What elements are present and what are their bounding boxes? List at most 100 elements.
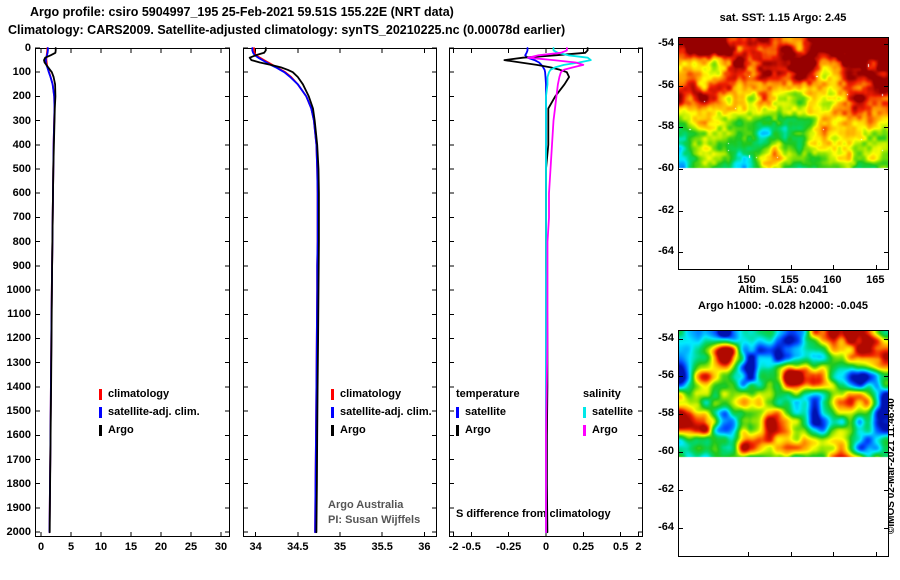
lat-tick-label: -58 — [658, 120, 674, 133]
x-tick-label: 0 — [542, 541, 550, 553]
climatology-line-icon — [331, 388, 334, 400]
lat-tick-label: -58 — [658, 407, 674, 420]
argo-line-icon — [99, 424, 102, 436]
axis-tick — [884, 489, 888, 491]
lat-tick-label: -56 — [658, 369, 674, 382]
legend-temperature-panel: climatology satellite-adj. clim. Argo — [99, 385, 200, 439]
series-argo-s-diff — [527, 47, 585, 534]
depth-tick-label: 100 — [12, 66, 31, 79]
argo-s-line-icon — [583, 424, 586, 436]
depth-tick-label: 1600 — [6, 429, 31, 442]
axis-tick — [790, 265, 792, 269]
satellite-s-line-icon — [583, 406, 586, 418]
series-climatology — [253, 47, 319, 534]
legend-item-satellite-adj: satellite-adj. clim. — [99, 403, 200, 421]
depth-tick-label: 1200 — [6, 332, 31, 345]
depth-tick-label: 500 — [12, 163, 31, 176]
lat-tick-label: -62 — [658, 203, 674, 216]
legend-item-satellite-adj: satellite-adj. clim. — [331, 403, 432, 421]
figure-title-line2: Climatology: CARS2009. Satellite-adjuste… — [8, 23, 566, 37]
series-argo — [43, 47, 57, 534]
salinity_profile-plot — [243, 47, 437, 537]
axis-tick — [884, 376, 888, 378]
series-satellite-s-diff — [545, 47, 592, 534]
legend-header-temperature: temperature — [456, 388, 520, 400]
axis-tick — [876, 552, 878, 556]
legend-label: Argo — [108, 424, 134, 436]
axis-tick — [884, 169, 888, 171]
axis-tick — [679, 489, 683, 491]
depth-tick-label: 1900 — [6, 501, 31, 514]
depth-tick-label: 200 — [12, 90, 31, 103]
satellite-adj-line-icon — [99, 406, 102, 418]
lat-tick-label: -64 — [658, 520, 674, 533]
s-difference-label: S difference from climatology — [456, 508, 611, 520]
sla-map-title: Altim. SLA: 0.041 — [738, 284, 828, 296]
axis-tick — [679, 44, 683, 46]
axis-tick — [679, 414, 683, 416]
depth-tick-label: 1000 — [6, 284, 31, 297]
axis-tick — [679, 85, 683, 87]
depth-tick-label: 1400 — [6, 380, 31, 393]
legend-item-t-satellite: satellite — [456, 403, 583, 421]
lat-tick-label: -54 — [658, 331, 674, 344]
lat-tick-label: -60 — [658, 162, 674, 175]
axis-tick — [679, 169, 683, 171]
axis-tick — [747, 552, 749, 556]
axis-tick — [884, 210, 888, 212]
depth-tick-label: 1300 — [6, 356, 31, 369]
argo-australia-note: Argo Australia PI: Susan Wijffels — [328, 498, 420, 528]
lat-tick-label: -54 — [658, 37, 674, 50]
legend-label: Argo — [592, 424, 618, 436]
legend-item-climatology: climatology — [331, 385, 432, 403]
axis-tick — [833, 552, 835, 556]
legend-salinity-column: salinity satellite Argo — [583, 385, 633, 439]
axis-tick — [790, 552, 792, 556]
x-tick-label: 0 — [37, 541, 45, 553]
axis-tick — [884, 44, 888, 46]
axis-tick — [884, 452, 888, 454]
legend-label: satellite-adj. clim. — [108, 406, 200, 418]
depth-tick-label: 1500 — [6, 405, 31, 418]
axis-tick — [884, 338, 888, 340]
figure-title-line1: Argo profile: csiro 5904997_195 25-Feb-2… — [30, 5, 454, 19]
axis-tick — [833, 265, 835, 269]
x-tick-label: 34 — [249, 541, 262, 553]
axis-tick — [679, 127, 683, 129]
x-tick-label: 25 — [184, 541, 198, 553]
x-tick-label: 30 — [214, 541, 228, 553]
argo-line-icon — [331, 424, 334, 436]
depth-tick-label: 300 — [12, 114, 31, 127]
sla_map — [678, 330, 889, 557]
depth-tick-label: 700 — [12, 211, 31, 224]
legend-label: climatology — [108, 388, 170, 400]
difference_profile-plot — [449, 47, 643, 537]
legend-item-climatology: climatology — [99, 385, 200, 403]
series-satellite-t-diff — [524, 47, 547, 534]
depth-tick-label: 2000 — [6, 526, 31, 539]
sla-map-subtitle: Argo h1000: -0.028 h2000: -0.045 — [698, 300, 868, 312]
legend-label: satellite — [592, 406, 633, 418]
legend-item-s-argo: Argo — [583, 421, 633, 439]
x-tick-label: 0.5 — [612, 541, 629, 553]
depth-tick-label: 1800 — [6, 477, 31, 490]
sst-map-title: sat. SST: 1.15 Argo: 2.45 — [719, 12, 847, 24]
lat-tick-label: -62 — [658, 482, 674, 495]
x-tick-label: 35 — [333, 541, 347, 553]
lon-tick-label: 150 — [737, 274, 756, 286]
legend-label: satellite — [465, 406, 506, 418]
argo-t-line-icon — [456, 424, 459, 436]
x-tick-label: -2 — [448, 541, 459, 553]
lat-tick-label: -64 — [658, 245, 674, 258]
axis-tick — [679, 376, 683, 378]
axis-tick — [679, 527, 683, 529]
series-satellite-adj-clim- — [251, 47, 319, 534]
axis-tick — [679, 210, 683, 212]
legend-item-argo: Argo — [99, 421, 200, 439]
satellite-t-line-icon — [456, 406, 459, 418]
argo-australia-line2: PI: Susan Wijffels — [328, 514, 421, 526]
depth-tick-label: 1700 — [6, 453, 31, 466]
x-tick-label: 10 — [94, 541, 108, 553]
legend-salinity-panel: climatology satellite-adj. clim. Argo — [331, 385, 432, 439]
